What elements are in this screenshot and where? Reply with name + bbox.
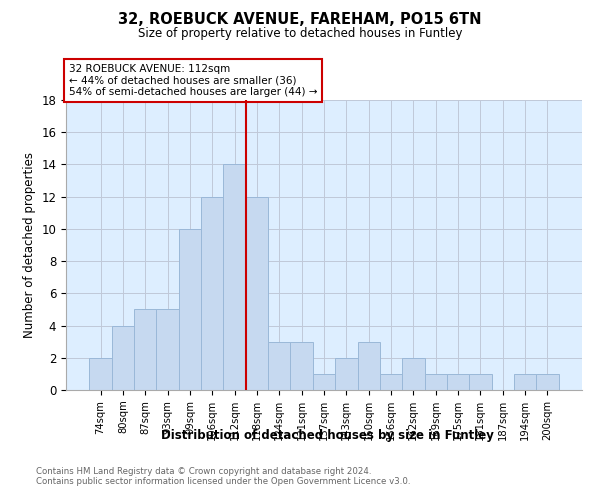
Bar — [514, 374, 536, 390]
Text: Distribution of detached houses by size in Funtley: Distribution of detached houses by size … — [161, 428, 493, 442]
Bar — [89, 358, 112, 390]
Text: 32, ROEBUCK AVENUE, FAREHAM, PO15 6TN: 32, ROEBUCK AVENUE, FAREHAM, PO15 6TN — [118, 12, 482, 28]
Text: Size of property relative to detached houses in Funtley: Size of property relative to detached ho… — [138, 28, 462, 40]
Bar — [313, 374, 335, 390]
Bar — [536, 374, 559, 390]
Bar — [402, 358, 425, 390]
Y-axis label: Number of detached properties: Number of detached properties — [23, 152, 36, 338]
Text: Contains HM Land Registry data © Crown copyright and database right 2024.: Contains HM Land Registry data © Crown c… — [36, 467, 371, 476]
Bar — [134, 310, 157, 390]
Bar — [469, 374, 491, 390]
Bar — [425, 374, 447, 390]
Bar — [157, 310, 179, 390]
Bar — [223, 164, 246, 390]
Bar — [290, 342, 313, 390]
Bar — [358, 342, 380, 390]
Bar — [246, 196, 268, 390]
Bar — [447, 374, 469, 390]
Bar — [268, 342, 290, 390]
Bar — [335, 358, 358, 390]
Bar — [201, 196, 223, 390]
Bar — [179, 229, 201, 390]
Bar — [380, 374, 402, 390]
Text: Contains public sector information licensed under the Open Government Licence v3: Contains public sector information licen… — [36, 477, 410, 486]
Text: 32 ROEBUCK AVENUE: 112sqm
← 44% of detached houses are smaller (36)
54% of semi-: 32 ROEBUCK AVENUE: 112sqm ← 44% of detac… — [68, 64, 317, 97]
Bar — [112, 326, 134, 390]
